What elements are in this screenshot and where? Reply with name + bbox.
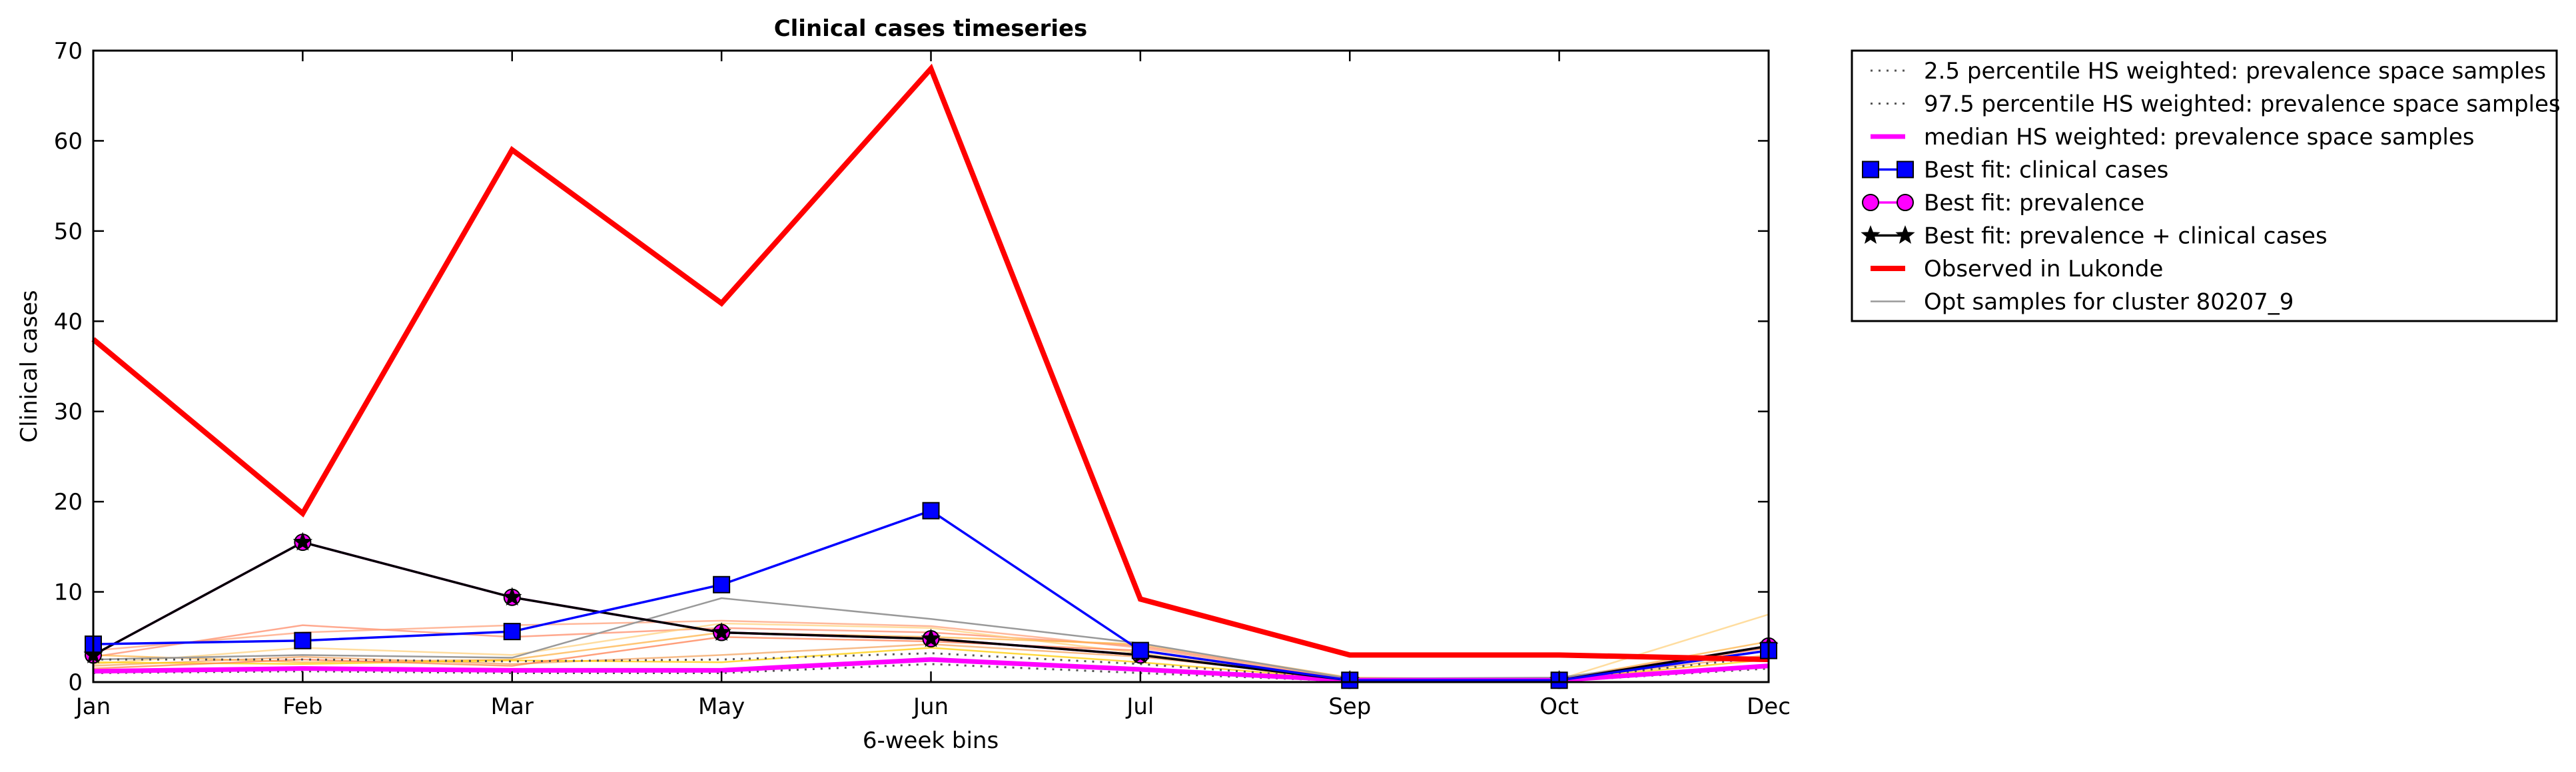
best-fit-combined-point-2 xyxy=(292,532,313,551)
opt-samples-line xyxy=(93,597,1769,679)
y-tick-label: 50 xyxy=(54,218,83,245)
legend-label-7: Observed in Lukonde xyxy=(1924,256,2163,282)
x-tick-label: Feb xyxy=(282,693,322,720)
x-tick-label: Oct xyxy=(1539,693,1579,720)
legend-label-6: Best fit: prevalence + clinical cases xyxy=(1924,223,2328,250)
legend-marker xyxy=(1861,225,1881,244)
best-fit-clinical-point-3 xyxy=(503,623,521,641)
legend-label-1: 2.5 percentile HS weighted: prevalence s… xyxy=(1924,58,2546,85)
legend-marker xyxy=(1862,161,1879,179)
ticks-layer: 0 10 20 30 40 50 60 70 Jan Feb Mar May Jun Jul Sep Oct D… xyxy=(54,38,1791,720)
best-fit-combined-point-3 xyxy=(502,587,522,606)
legend-box xyxy=(1851,49,2558,322)
x-tick-label: Mar xyxy=(491,693,534,720)
legend-items: 2.5 percentile HS weighted: prevalence s… xyxy=(1861,58,2561,316)
y-tick-label: 10 xyxy=(54,579,83,606)
legend-label-2: 97.5 percentile HS weighted: prevalence … xyxy=(1924,91,2561,118)
legend-label-8: Opt samples for cluster 80207_9 xyxy=(1924,289,2294,316)
y-tick-label: 0 xyxy=(68,669,83,696)
x-tick-label: May xyxy=(698,693,745,720)
y-axis-label: Clinical cases xyxy=(16,290,43,442)
y-tick-label: 20 xyxy=(54,489,83,516)
x-tick-label: Jan xyxy=(75,693,111,720)
plot-area xyxy=(93,51,1769,682)
observed-line xyxy=(91,63,1769,663)
legend-marker xyxy=(1897,161,1914,179)
x-tick-label: Jun xyxy=(912,693,949,720)
best-fit-clinical-point-6 xyxy=(1131,641,1149,659)
best-fit-clinical-point-2 xyxy=(294,631,312,649)
legend-marker xyxy=(1897,194,1914,211)
legend-label-4: Best fit: clinical cases xyxy=(1924,157,2168,184)
legend-marker xyxy=(1895,225,1915,244)
y-tick-label: 70 xyxy=(54,38,83,65)
y-tick-label: 40 xyxy=(54,308,83,335)
x-tick-label: Sep xyxy=(1328,693,1371,720)
legend-marker xyxy=(1862,194,1879,211)
y-tick-label: 30 xyxy=(54,399,83,426)
x-tick-label: Jul xyxy=(1125,693,1154,720)
legend: 2.5 percentile HS weighted: prevalence s… xyxy=(1851,49,2561,322)
legend-label-3: median HS weighted: prevalence space sam… xyxy=(1924,124,2475,151)
best-fit-clinical-point-5 xyxy=(922,502,940,520)
best-fit-combined-point-5 xyxy=(921,628,941,647)
best-fit-combined-point-4 xyxy=(711,622,731,641)
legend-label-5: Best fit: prevalence xyxy=(1924,190,2144,216)
y-tick-label: 60 xyxy=(54,128,83,155)
chart-title: Clinical cases timeseries xyxy=(774,15,1088,42)
x-axis-label: 6-week bins xyxy=(863,727,999,754)
best-fit-clinical-point-4 xyxy=(713,576,731,593)
x-tick-label: Dec xyxy=(1747,693,1791,720)
